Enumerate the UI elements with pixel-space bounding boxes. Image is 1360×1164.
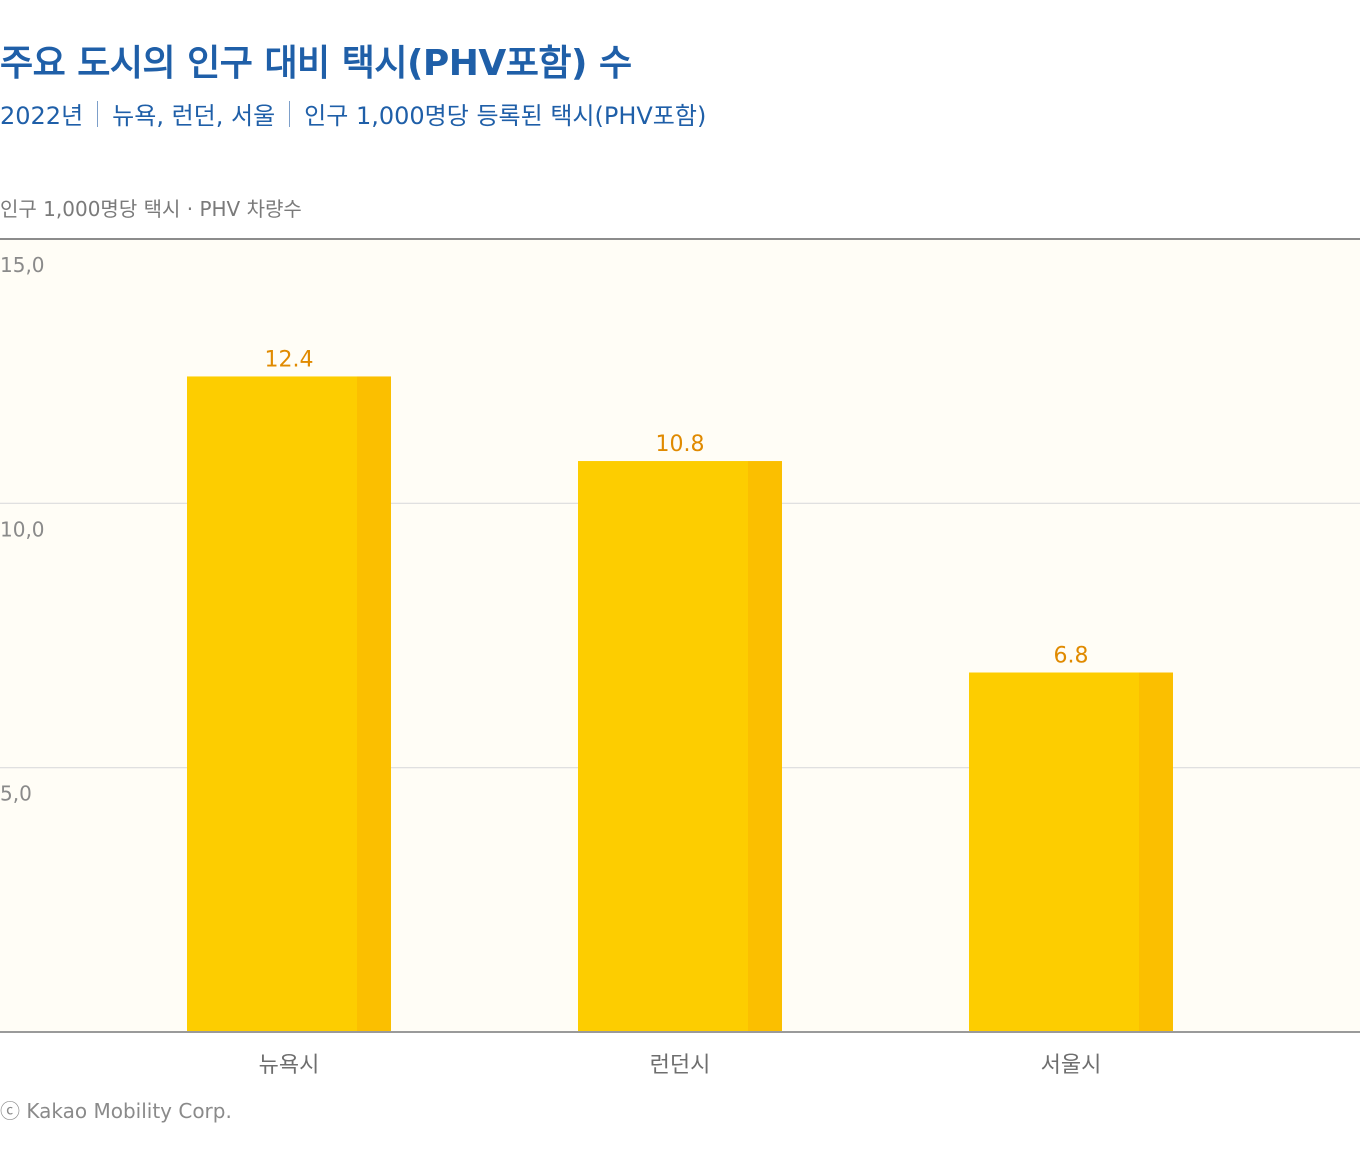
y-tick-label: 10,0: [0, 517, 45, 541]
chart-subtitle: 2022년 뉴욕, 런던, 서울 인구 1,000명당 등록된 택시(PHV포함…: [0, 96, 706, 131]
y-tick-label: 5,0: [0, 782, 32, 806]
subtitle-divider: [289, 100, 291, 127]
x-category-label: 뉴욕시: [259, 1053, 320, 1078]
y-axis-label: 인구 1,000명당 택시 · PHV 차량수: [0, 197, 302, 221]
value-label: 6.8: [1054, 644, 1089, 669]
bar-shade: [357, 376, 391, 1032]
value-label: 12.4: [265, 347, 314, 372]
subtitle-measure: 인구 1,000명당 등록된 택시(PHV포함): [304, 102, 707, 130]
bar: [969, 672, 1139, 1032]
x-category-label: 서울시: [1041, 1053, 1102, 1078]
bar-shade: [1139, 672, 1173, 1032]
value-label: 10.8: [656, 432, 705, 457]
y-tick-label: 15,0: [0, 253, 45, 277]
value-labels: 12.4 뉴욕시 10.8 런던시 6.8 서울시: [259, 347, 1102, 1078]
bar: [187, 376, 357, 1032]
subtitle-cities: 뉴욕, 런던, 서울: [112, 102, 276, 130]
copyright-credit: ⓒ Kakao Mobility Corp.: [0, 1099, 232, 1123]
bars: [187, 376, 1173, 1032]
bar-shade: [748, 461, 782, 1032]
x-category-label: 런던시: [650, 1053, 711, 1078]
bar: [578, 461, 748, 1032]
subtitle-divider: [97, 100, 99, 127]
chart-title: 주요 도시의 인구 대비 택시(PHV포함) 수: [0, 43, 632, 84]
subtitle-year: 2022년: [0, 102, 84, 130]
